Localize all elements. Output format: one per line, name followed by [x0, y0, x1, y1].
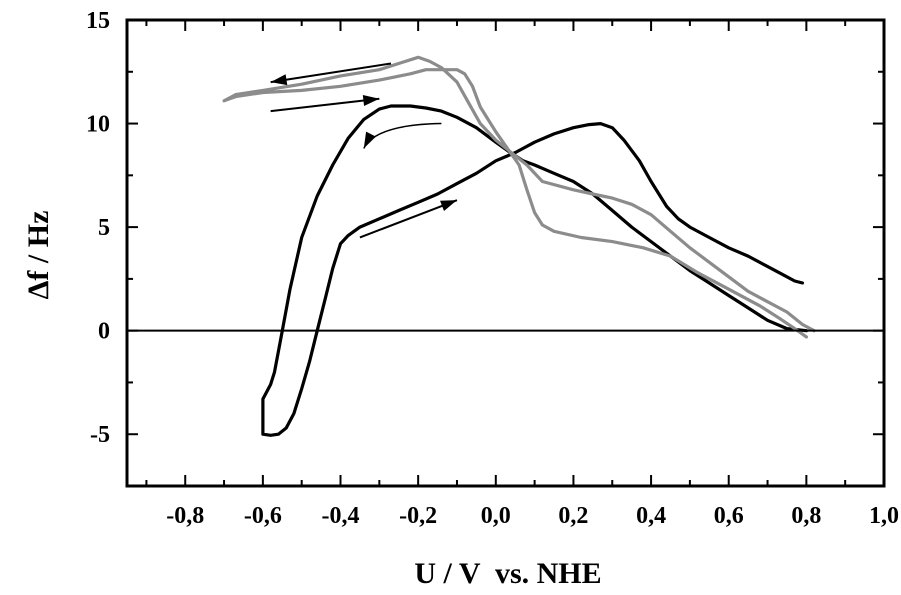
y-tick-label: 10: [86, 112, 110, 138]
y-tick-label: 5: [98, 215, 110, 241]
x-tick-label: 0,4: [636, 503, 666, 529]
plot-frame: [125, 18, 886, 488]
annotation-arrow: [363, 122, 442, 149]
annotation-arrow: [270, 95, 380, 113]
x-tick-label: 0,6: [714, 503, 744, 529]
x-tick-label: 1,0: [869, 503, 899, 529]
y-tick-label: 0: [98, 319, 110, 345]
x-tick-label: -0,2: [399, 503, 437, 529]
y-tick-label: 15: [86, 8, 110, 34]
annotation-arrow: [270, 62, 392, 86]
x-axis-title: U / V vs. NHE: [414, 557, 601, 590]
y-axis-title: Δf / Hz: [22, 211, 55, 300]
x-tick-label: -0,4: [322, 503, 360, 529]
y-tick-label: -5: [90, 422, 110, 448]
x-tick-label: -0,8: [166, 503, 204, 529]
ticks-layer: -0,8 -0,6 -0,4 -0,2 0,0 0,2 0,4 0,6 0,8 1,0 -5 0 5 10…: [86, 8, 899, 529]
x-tick-label: 0,8: [791, 503, 821, 529]
curves-layer: [222, 55, 816, 437]
x-tick-label: 0,2: [558, 503, 588, 529]
x-tick-label: -0,6: [244, 503, 282, 529]
series-curve-2: [222, 55, 816, 339]
annotation-arrow: [359, 199, 458, 239]
x-tick-label: 0,0: [481, 503, 511, 529]
series-curve-1: [261, 104, 808, 437]
annotation-arrows-layer: [270, 62, 458, 239]
